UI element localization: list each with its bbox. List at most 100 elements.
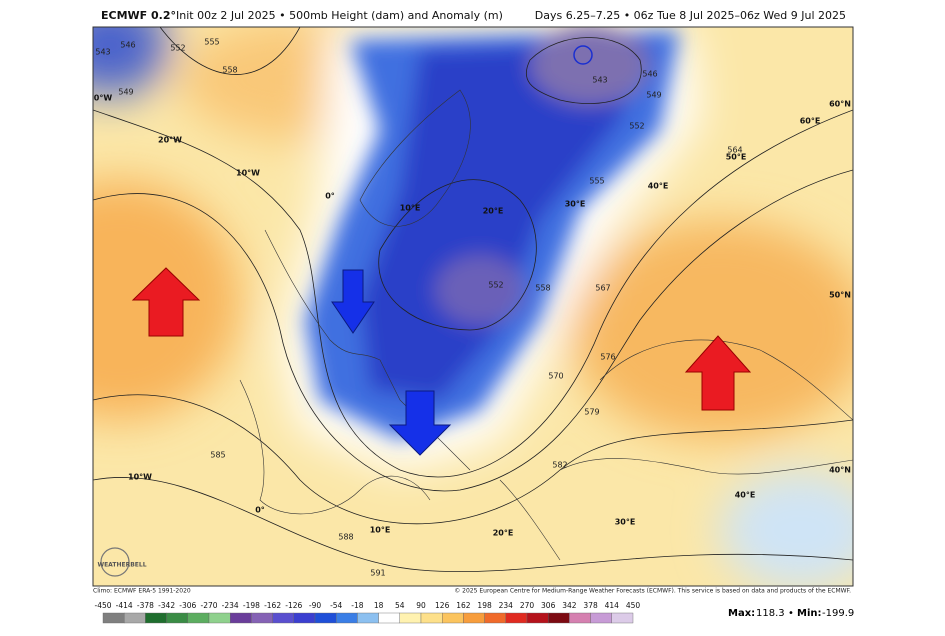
colorbar-swatch: [526, 612, 549, 624]
colorbar-label: -270: [200, 601, 217, 610]
contour-label: 591: [370, 569, 385, 578]
map: 543 546 549 552 555 558 543 546 549 552 555 564 552 5…: [93, 27, 853, 586]
graticule-label: 50°N: [829, 291, 851, 300]
colorbar-swatch: [102, 612, 125, 624]
contour-label: 552: [629, 122, 644, 131]
graticule-label: 60°E: [800, 117, 821, 126]
colorbar-label: 198: [477, 601, 492, 610]
graticule-label: 20°W: [158, 136, 182, 145]
contour-label: 549: [646, 91, 661, 100]
contour-label: 546: [120, 41, 135, 50]
graticule-label: 50°E: [726, 153, 747, 162]
colorbar-swatch: [314, 612, 337, 624]
contour-label: 585: [210, 451, 225, 460]
colorbar-swatch: [505, 612, 528, 624]
min-value: -199.9: [822, 608, 854, 619]
contour-label: 564: [727, 146, 742, 155]
contour-label: 546: [642, 70, 657, 79]
colorbar-swatch: [208, 612, 231, 624]
graticule-label: 30°E: [615, 518, 636, 527]
colorbar-label: -414: [116, 601, 133, 610]
copyright: © 2025 European Centre for Medium-Range …: [454, 588, 851, 595]
graticule-label: 40°E: [735, 491, 756, 500]
contour-label: 543: [95, 48, 110, 57]
colorbar: -450 -414 -378 -342 -306 -270 -234 -198 -162 -126…: [94, 601, 641, 624]
colorbar-swatch: [166, 612, 189, 624]
colorbar-label: 54: [395, 601, 405, 610]
colorbar-swatch: [123, 612, 146, 624]
graticule-label: 10°W: [128, 473, 152, 482]
contour-label: 567: [595, 284, 610, 293]
max-value: 118.3: [756, 608, 785, 619]
colorbar-swatch: [442, 612, 464, 624]
trough: [305, 27, 680, 440]
colorbar-label: -342: [158, 601, 175, 610]
contour-label: 576: [600, 353, 615, 362]
colorbar-label: 450: [626, 601, 641, 610]
colorbar-swatch: [420, 612, 443, 624]
trough-arrow: [331, 269, 375, 334]
colorbar-label: 18: [374, 601, 384, 610]
contour-label: 543: [592, 76, 607, 85]
colorbar-swatch: [569, 612, 591, 624]
separator: •: [788, 608, 794, 619]
colorbar-label: 306: [541, 601, 556, 610]
ridge-arrow: [684, 335, 752, 411]
graticule-label: 10°E: [370, 526, 391, 535]
contour-label: 555: [204, 38, 219, 47]
colorbar-label: 162: [456, 601, 471, 610]
colorbar-swatch: [463, 612, 485, 624]
logo-text: WEATHERBELL: [97, 562, 146, 569]
model-name: ECMWF 0.2°: [101, 9, 176, 22]
colorbar-label: -54: [330, 601, 342, 610]
colorbar-label: 342: [562, 601, 577, 610]
contour-label: 582: [552, 461, 567, 470]
valid-time: Days 6.25–7.25 • 06z Tue 8 Jul 2025–06z …: [535, 9, 846, 22]
ridge-arrow: [131, 267, 201, 337]
graticule-label: 0°: [325, 192, 335, 201]
colorbar-label: -450: [94, 601, 111, 610]
low-marker: [573, 45, 593, 65]
colorbar-swatch: [590, 612, 612, 624]
graticule-label: 60°N: [829, 100, 851, 109]
graticule-label: 30°E: [565, 200, 586, 209]
colorbar-label: -306: [179, 601, 196, 610]
colorbar-swatch: [378, 612, 401, 624]
colorbar-label: 90: [416, 601, 426, 610]
contour-label: 558: [535, 284, 550, 293]
graticule-label: 40°N: [829, 466, 851, 475]
colorbar-label: 414: [605, 601, 620, 610]
graticule-label: 10°E: [400, 204, 421, 213]
graticule-label: 20°E: [483, 207, 504, 216]
contour-label: 555: [589, 177, 604, 186]
colorbar-label: 126: [435, 601, 450, 610]
colorbar-swatch: [229, 612, 252, 624]
climo-note: Climo: ECMWF ERA-5 1991-2020: [93, 588, 191, 595]
logo: WEATHERBELL: [97, 547, 147, 577]
colorbar-swatch: [611, 612, 634, 624]
colorbar-label: -126: [285, 601, 302, 610]
colorbar-label: -234: [222, 601, 239, 610]
contour-label: 552: [170, 44, 185, 53]
max-label: Max:: [728, 608, 755, 619]
contour-label: 579: [584, 408, 599, 417]
graticule-label: 0°W: [94, 94, 113, 103]
height-contours: [93, 27, 853, 572]
colorbar-swatch: [399, 612, 422, 624]
colorbar-swatch: [145, 612, 167, 624]
min-label: Min:: [797, 608, 822, 619]
colorbar-swatch: [187, 612, 210, 624]
colorbar-label: -162: [264, 601, 281, 610]
colorbar-swatch: [336, 612, 358, 624]
colorbar-label: 234: [499, 601, 514, 610]
colorbar-label: 270: [520, 601, 535, 610]
colorbar-swatch: [484, 612, 507, 624]
colorbar-swatch: [548, 612, 570, 624]
graticule-label: 20°E: [493, 529, 514, 538]
colorbar-label: -90: [309, 601, 321, 610]
colorbar-label: 378: [583, 601, 598, 610]
graticule-label: 40°E: [648, 182, 669, 191]
colorbar-label: -18: [351, 601, 363, 610]
